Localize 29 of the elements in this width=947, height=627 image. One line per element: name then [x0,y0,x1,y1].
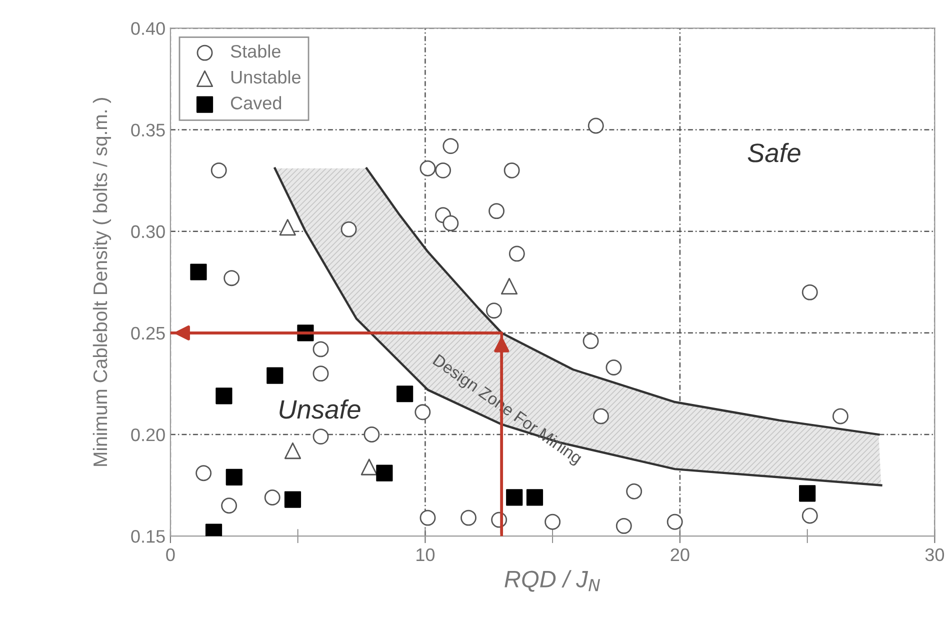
point [190,264,207,280]
point [799,485,816,502]
x-tick-label: 10 [416,548,435,562]
point [216,388,232,404]
legend-label: Stable [230,44,280,58]
annotation: Unsafe [280,399,360,419]
y-tick-label: 0.15 [131,530,165,543]
annotation: Safe [748,142,800,162]
point [266,367,284,384]
y-tick-label: 0.35 [131,124,165,137]
point [226,468,242,486]
x-tick-label: 20 [670,548,690,562]
point [506,489,523,506]
legend-label: Caved [230,96,282,110]
point [592,408,609,424]
y-tick-label: 0.30 [131,225,165,238]
point [340,221,357,238]
y-tick-label: 0.40 [131,22,165,35]
point [376,464,393,482]
point [284,491,302,508]
y-axis-title: Minimum Cablebolt Density ( bolts / sq.m. ) [92,98,112,466]
x-tick-label: 0 [166,548,175,562]
point [396,386,414,402]
y-tick-label: 0.25 [131,326,165,340]
y-tick-label: 0.20 [131,428,165,442]
point [526,489,544,506]
legend-label: Unstable [231,70,300,84]
x-tick-label: 30 [925,548,944,562]
x-axis-title: RQD / J$_{N}$ [504,570,600,592]
